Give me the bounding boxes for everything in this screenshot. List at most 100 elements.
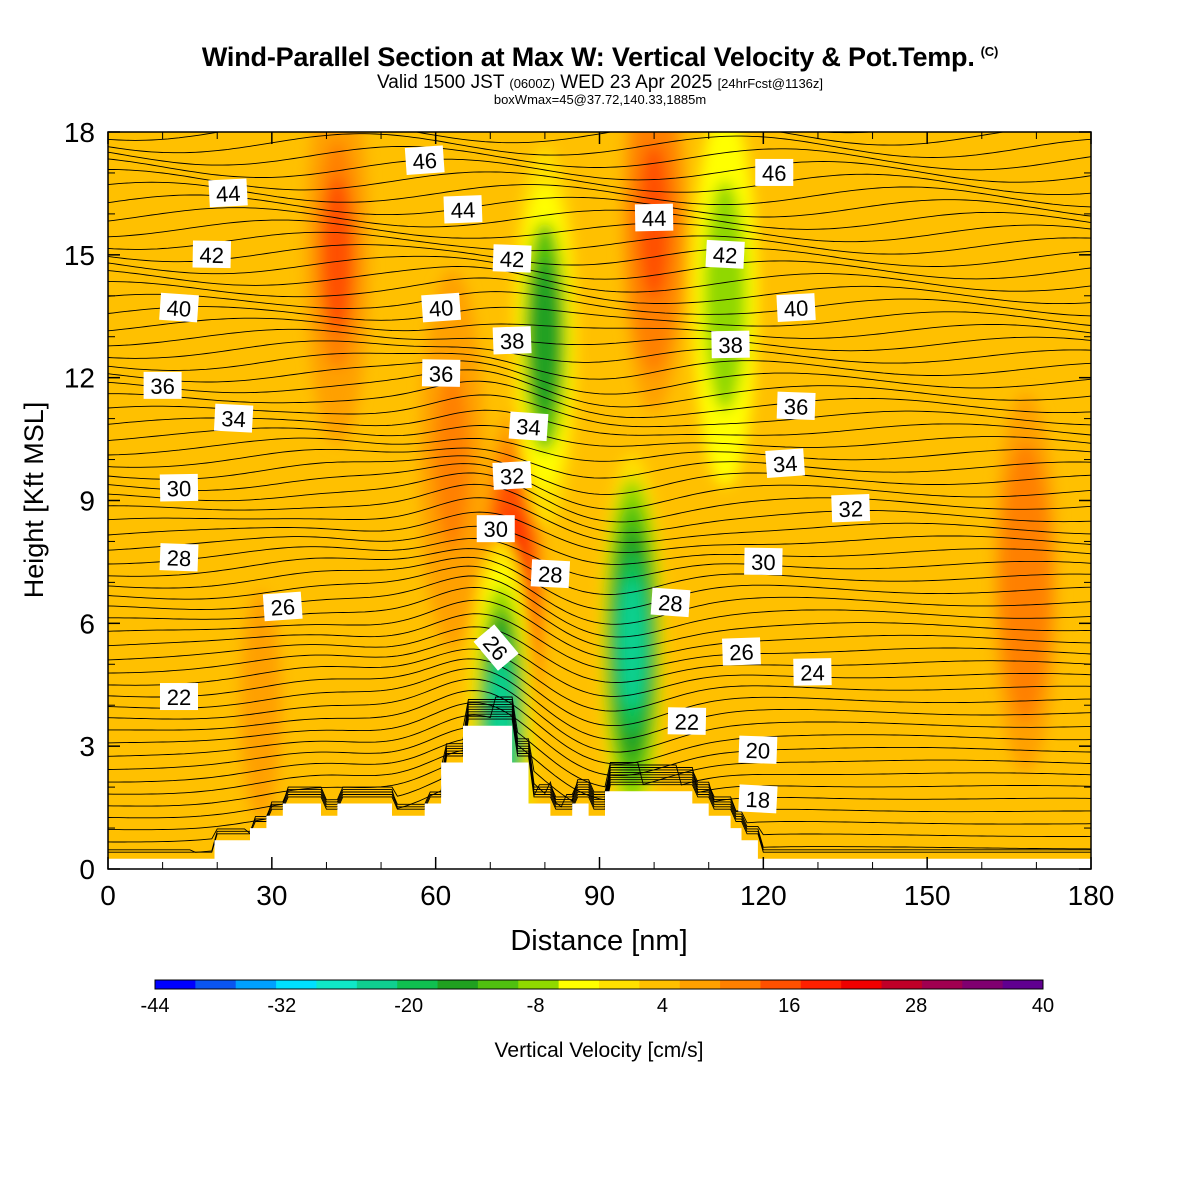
theta-contour-line [108,556,1091,611]
theta-label-24: 24 [793,658,832,686]
theta-label-text: 44 [215,181,241,207]
title-text: Wind-Parallel Section at Max W: Vertical… [201,42,975,72]
theta-label-text: 42 [712,242,738,268]
theta-label-text: 34 [221,406,247,432]
theta-label-42: 42 [705,239,745,269]
theta-label-box [192,240,232,269]
colorbar-swatch [195,980,237,989]
theta-label-box [705,239,745,269]
colorbar-swatch [679,980,721,989]
theta-label-22: 22 [159,683,198,711]
colorbar-swatch [316,980,358,989]
theta-label-text: 30 [751,550,776,575]
theta-contour-line [108,266,1091,293]
theta-label-box [404,145,445,175]
theta-label-text: 44 [450,197,475,223]
theta-label-box [492,244,532,273]
theta-label-text: 26 [729,640,754,666]
theta-contour-line [108,668,1091,740]
theta-label-44: 44 [634,203,674,232]
colorbar-swatch [760,980,802,989]
theta-label-box [159,543,199,572]
theta-label-text: 20 [745,738,770,764]
colorbar-swatch [1002,980,1044,989]
theta-label-text: 18 [745,787,771,813]
theta-label-40: 40 [776,293,816,323]
theta-label-28: 28 [530,559,571,589]
theta-contour-line [108,360,1091,395]
theta-label-text: 40 [166,295,192,322]
y-tick-label: 12 [64,363,95,394]
theta-label-box [667,707,707,735]
updraft-upper-left [321,177,353,333]
theta-contour-line [108,463,1091,510]
terrain-profile [108,725,1091,869]
theta-label-26: 26 [262,591,303,622]
copyright-mark: (C) [980,44,999,59]
theta-contour-line [108,538,1091,580]
theta-contour-line [108,394,1091,428]
colorbar-tick-label: -20 [394,995,423,1017]
theta-contour-line [108,706,1091,813]
theta-label-text: 30 [483,517,507,542]
theta-contour-line [108,328,1091,352]
theta-contour-line [108,291,1091,317]
x-tick-label: 30 [256,880,287,911]
theta-label-18: 18 [738,784,778,814]
colorbar-swatch [356,980,398,989]
theta-label-box [722,637,761,666]
theta-contour-line [108,613,1091,671]
x-tick-label: 120 [740,880,787,911]
theta-label-text: 38 [499,328,524,354]
theta-label-40: 40 [159,292,199,323]
x-tick-label: 180 [1068,880,1115,911]
theta-label-34: 34 [765,448,806,478]
theta-contour-line [108,317,1091,339]
downdraft-lower-center [618,578,646,709]
theta-label-42: 42 [192,240,232,269]
x-tick-label: 0 [100,880,116,911]
valid-time: Valid 1500 JST [376,72,505,93]
theta-label-box [492,326,532,355]
theta-label-text: 26 [270,594,296,621]
theta-contour-line [108,497,1091,543]
theta-label-20: 20 [738,735,778,764]
colorbar-tick-label: -32 [267,995,296,1017]
theta-label-42: 42 [492,244,532,273]
theta-contour-line [108,306,1091,327]
theta-contour-line [108,340,1091,364]
theta-contour-line [108,696,1091,788]
x-axis-label: Distance [nm] [510,925,687,957]
colorbar-tick-label: 40 [1032,995,1054,1017]
theta-label-box [650,587,691,618]
colorbar-swatch [599,980,640,989]
theta-label-box [755,158,794,186]
colorbar-frame [154,979,1044,990]
theta-contour-line [108,219,1091,243]
theta-label-box [492,460,532,490]
theta-label-box [744,547,783,576]
theta-label-text: 46 [412,148,438,175]
theta-contour-labels: 46 44 44 44 46 42 42 42 40 40 40 38 38 36 36 36 34 34 34 32… [143,145,871,814]
theta-label-box [262,591,303,622]
chart-subtitle: Valid 1500 JST (0600Z) WED 23 Apr 2025 [… [0,72,1200,94]
theta-label-text: 44 [642,206,667,231]
colorbar-swatch [558,980,600,989]
terrain [108,725,1091,869]
x-tick-label: 150 [904,880,951,911]
theta-contour-line [108,483,1091,534]
theta-label-text: 42 [499,247,524,273]
theta-label-text: 42 [199,243,224,268]
colorbar: -44 -32 -20 -8 4 16 28 40 [141,979,1054,1017]
theta-label-box [831,494,871,523]
theta-label-box [711,330,750,359]
colorbar-swatch [639,980,681,989]
theta-contour-line [108,708,1091,825]
theta-label-text: 34 [772,451,798,478]
colorbar-tick-label: 28 [905,995,927,1017]
theta-label-text: 22 [674,709,699,734]
colorbar-swatch [962,980,1004,989]
vertical-velocity-field [108,132,1091,869]
